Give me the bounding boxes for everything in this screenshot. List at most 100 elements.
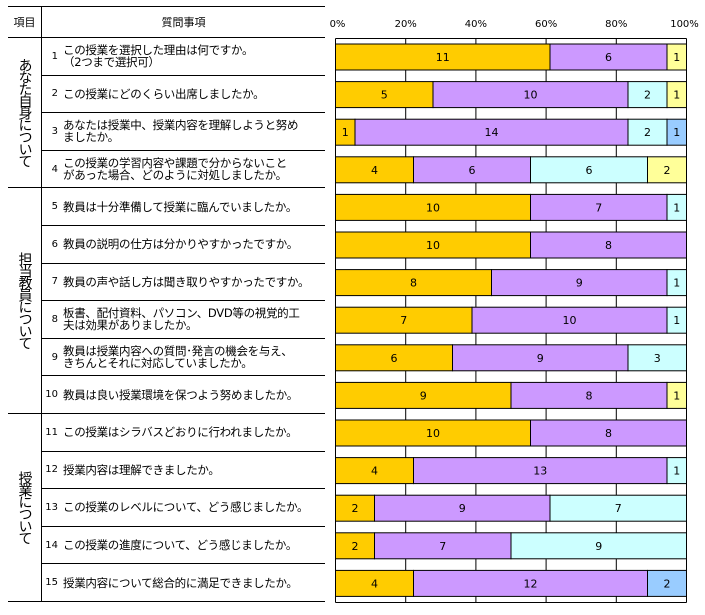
question-text: 教員は授業内容への質問･発言の機会を与え、 きちんとそれに対応していましたか。	[63, 344, 293, 371]
row-divider	[42, 413, 325, 414]
bar-segment	[335, 569, 414, 597]
data-label: 4	[371, 164, 378, 177]
data-label: 11	[436, 51, 450, 64]
data-label: 6	[605, 51, 612, 64]
question-number: 12	[45, 464, 58, 476]
question-text: 授業内容は理解できましたか。	[63, 462, 220, 477]
row-divider	[42, 187, 325, 188]
data-label: 8	[586, 389, 593, 402]
data-label: 1	[673, 51, 680, 64]
question-number: 2	[51, 88, 58, 100]
bar-segment	[530, 193, 668, 221]
data-label: 10	[426, 427, 440, 440]
category-label: あなた自身について	[16, 58, 33, 167]
data-label: 1	[673, 465, 680, 478]
bar-segment	[335, 231, 531, 259]
x-tick-label: 100%	[670, 19, 699, 30]
data-label: 4	[371, 465, 378, 478]
question-row: 6 教員の説明の仕方は分かりやすかったですか。	[42, 226, 325, 263]
question-number: 9	[51, 351, 58, 363]
question-row: 11 この授業はシラバスどおりに行われましたか。	[42, 414, 325, 451]
question-text: 板書、配付資料、パソコン、DVD等の視覚的工 夫は効果がありましたか。	[63, 306, 300, 333]
row-divider	[42, 300, 325, 301]
x-tick-label: 20%	[395, 19, 417, 30]
bar-segment	[647, 156, 687, 184]
bar-segment	[627, 344, 687, 372]
row-divider	[42, 451, 325, 452]
question-number: 5	[51, 201, 58, 213]
question-row: 14 この授業の進度について、どう感じましたか。	[42, 527, 325, 564]
data-label: 6	[391, 352, 398, 365]
bar-segment	[666, 193, 687, 221]
data-label: 1	[673, 89, 680, 102]
x-tick-label: 80%	[605, 19, 627, 30]
data-label: 6	[586, 164, 593, 177]
question-row: 12 授業内容は理解できましたか。	[42, 452, 325, 489]
bar-segment	[335, 81, 434, 109]
question-row: 9 教員は授業内容への質問･発言の機会を与え、 きちんとそれに対応していましたか。	[42, 339, 325, 376]
data-label: 1	[673, 389, 680, 402]
bar-segment	[335, 494, 375, 522]
data-label: 7	[615, 502, 622, 515]
question-row: 8 板書、配付資料、パソコン、DVD等の視覚的工 夫は効果がありましたか。	[42, 301, 325, 338]
data-label: 7	[439, 540, 446, 553]
question-text: この授業はシラバスどおりに行われましたか。	[63, 425, 298, 440]
data-label: 2	[664, 577, 671, 590]
bar-segment	[627, 81, 668, 109]
bar-segment	[530, 419, 687, 447]
bar-segment	[471, 306, 668, 334]
data-label: 2	[352, 540, 359, 553]
bar-segment	[413, 569, 648, 597]
data-label: 1	[673, 314, 680, 327]
bar-segment	[647, 569, 687, 597]
x-tick-label: 40%	[465, 19, 487, 30]
question-number: 1	[51, 50, 58, 62]
bar-segment	[510, 381, 668, 409]
header-question: 質問事項	[161, 15, 206, 29]
bar-segment	[374, 532, 512, 560]
data-label: 2	[644, 89, 651, 102]
question-text: この授業を選択した理由は何ですか。 （2つまで選択可）	[63, 43, 254, 70]
bar-segment	[335, 419, 531, 447]
row-divider	[42, 488, 325, 489]
question-row: 13 この授業のレベルについて、どう感じましたか。	[42, 489, 325, 526]
data-label: 1	[673, 126, 680, 139]
data-label: 10	[426, 239, 440, 252]
x-tick-label: 0%	[330, 19, 346, 30]
row-divider	[42, 263, 325, 264]
question-number: 8	[51, 313, 58, 325]
row-divider	[42, 375, 325, 376]
data-label: 10	[524, 89, 538, 102]
question-number: 3	[51, 125, 58, 137]
data-label: 7	[400, 314, 407, 327]
question-number: 6	[51, 238, 58, 250]
bar-segment	[452, 344, 629, 372]
bar-segment	[335, 306, 473, 334]
table-bottom-border	[8, 601, 325, 602]
category-label: 授業について	[16, 471, 33, 543]
data-label: 13	[533, 465, 547, 478]
question-text: この授業の学習内容や課題で分からないこと があった場合、どのように対処しましたか…	[63, 156, 287, 183]
question-row: 2 この授業にどのくらい出席しましたか。	[42, 76, 325, 113]
bar-segment	[666, 269, 687, 297]
question-row: 15 授業内容について総合的に満足できましたか。	[42, 564, 325, 601]
x-tick-label: 60%	[535, 19, 557, 30]
data-label: 6	[469, 164, 476, 177]
bar-segment	[666, 381, 687, 409]
bar-segment	[432, 81, 629, 109]
data-label: 9	[420, 389, 427, 402]
bar-segment	[666, 43, 687, 71]
bar-segment	[549, 494, 687, 522]
data-label: 3	[654, 352, 661, 365]
header-bottom-border	[8, 37, 325, 38]
question-row: 1 この授業を選択した理由は何ですか。 （2つまで選択可）	[42, 38, 325, 75]
bar-segment	[530, 231, 687, 259]
data-label: 14	[485, 126, 499, 139]
data-label: 12	[524, 577, 538, 590]
question-number: 4	[51, 163, 58, 175]
bar-segment	[549, 43, 668, 71]
bar-segment	[666, 118, 687, 146]
question-row: 5 教員は十分準備して授業に臨んでいましたか。	[42, 188, 325, 225]
question-number: 10	[45, 389, 58, 401]
data-label: 8	[605, 427, 612, 440]
